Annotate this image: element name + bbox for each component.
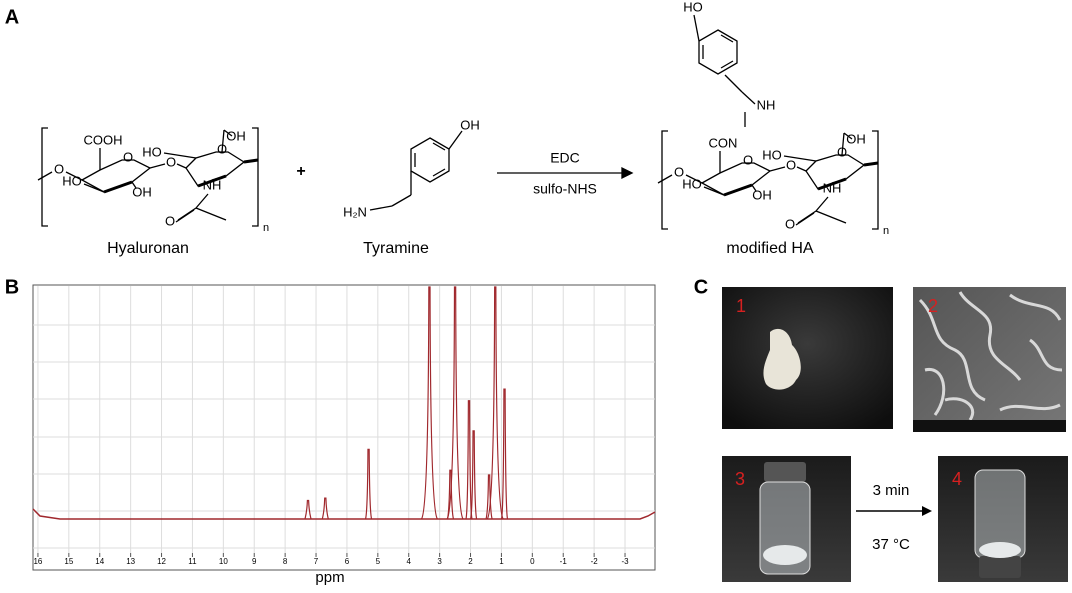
reagent: sulfo-NHS [533, 181, 597, 197]
atom-label: O [165, 213, 175, 228]
x-tick-label: 14 [95, 557, 104, 566]
atom-label: O [837, 144, 847, 159]
x-tick-label: 16 [33, 557, 42, 566]
gel [979, 542, 1021, 558]
hydrogel-piece [763, 328, 801, 390]
x-tick-label: 11 [188, 557, 197, 566]
arrow-head [922, 506, 932, 516]
atom-label: OH [460, 117, 480, 132]
x-tick-label: 1 [499, 557, 504, 566]
atom-label: O [217, 141, 227, 156]
x-tick-label: 5 [376, 557, 381, 566]
photo-label: 3 [735, 469, 745, 489]
peak [321, 497, 329, 520]
x-tick-label: 10 [219, 557, 228, 566]
atom-label: O [785, 216, 795, 231]
atom-label: OH [846, 131, 866, 146]
photo-label: 4 [952, 469, 962, 489]
x-tick-label: 7 [314, 557, 319, 566]
panel-label: B [5, 276, 19, 298]
photo-label: 2 [928, 296, 938, 316]
peak [470, 430, 478, 520]
x-tick-label: 9 [252, 557, 257, 566]
x-tick-label: 2 [468, 557, 473, 566]
peak [500, 388, 509, 520]
photo-label: 1 [736, 296, 746, 316]
reaction-arrow [497, 166, 634, 180]
atom-label: COOH [84, 132, 123, 147]
tyramine-substituent [693, 14, 756, 127]
compound-name: Hyaluronan [107, 240, 189, 257]
x-tick-label: 4 [407, 557, 412, 566]
compound-name: modified HA [726, 240, 813, 257]
peak [420, 286, 438, 520]
tyramine-structure [369, 130, 463, 211]
x-tick-label: -3 [621, 557, 629, 566]
atom-label: H₂N [343, 204, 367, 219]
plot-frame [32, 284, 656, 571]
vial-cap [979, 556, 1021, 578]
atom-label: HO [762, 147, 782, 162]
panel-label: C [694, 276, 708, 298]
atom-label: O [674, 164, 684, 179]
peak [304, 499, 312, 520]
vial-cap [764, 462, 806, 482]
arrow-label: 3 min [873, 482, 910, 499]
x-tick-label: 3 [437, 557, 442, 566]
compound-name: Tyramine [363, 240, 429, 257]
x-tick-label: 8 [283, 557, 288, 566]
atom-label: HO [142, 144, 162, 159]
peak [465, 400, 473, 520]
atom-label: HO [62, 173, 82, 188]
peak [446, 286, 464, 520]
atom-label: NH [203, 177, 222, 192]
atom-label: NH [823, 180, 842, 195]
photos [722, 287, 1068, 582]
atom-label: O [786, 157, 796, 172]
atom-label: O [123, 149, 133, 164]
peak [364, 448, 373, 520]
atom-label: n [883, 225, 889, 237]
vial-liquid [763, 545, 807, 565]
atom-label: OH [752, 187, 772, 202]
x-tick-label: 6 [345, 557, 350, 566]
atom-label: HO [683, 0, 703, 14]
atom-label: OH [226, 128, 246, 143]
plus-sign: + [296, 163, 305, 180]
x-tick-label: 0 [530, 557, 535, 566]
peak [486, 286, 504, 520]
sem-pattern [918, 291, 1063, 421]
x-tick-label: 13 [126, 557, 135, 566]
peak [446, 469, 455, 520]
atom-label: O [166, 154, 176, 169]
sem-info-bar [913, 420, 1066, 432]
atom-label: n [263, 222, 269, 234]
x-tick-label: -2 [591, 557, 599, 566]
x-tick-label: 12 [157, 557, 166, 566]
nmr-plot [32, 284, 656, 571]
x-tick-label: -1 [560, 557, 568, 566]
baseline [32, 508, 656, 520]
arrow-label: 37 °C [872, 536, 910, 553]
atom-label: HO [682, 176, 702, 191]
panel-label: A [5, 6, 19, 28]
x-axis-label: ppm [315, 569, 344, 586]
atom-label: O [743, 152, 753, 167]
atom-label: CON [709, 135, 738, 150]
x-tick-label: 15 [64, 557, 73, 566]
atom-label: OH [132, 184, 152, 199]
peak [485, 474, 493, 520]
photo-1 [722, 287, 893, 429]
reagent: EDC [550, 150, 580, 166]
atom-label: O [54, 161, 64, 176]
atom-label: NH [757, 97, 776, 112]
